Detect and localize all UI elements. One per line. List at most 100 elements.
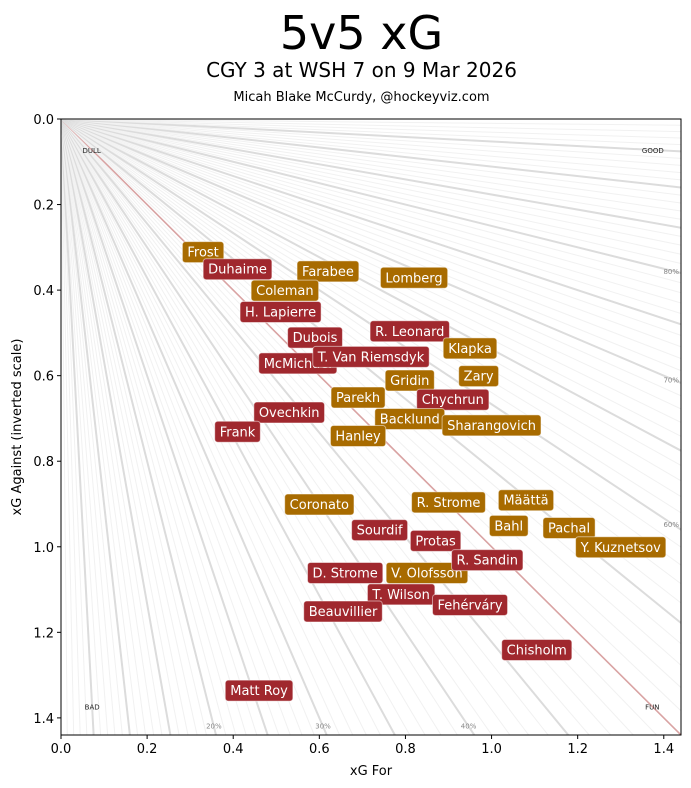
- x-tick-label: 0.2: [137, 742, 158, 757]
- player-label-box: [416, 388, 490, 411]
- player-label-box: [224, 679, 294, 702]
- share-ray: [61, 119, 681, 146]
- share-ray: [61, 119, 590, 735]
- share-ray: [61, 119, 681, 196]
- player-label: R. Leonard: [369, 320, 450, 343]
- player-name: Gridin: [390, 374, 429, 389]
- player-labels: Frost Duhaime Farabee Lomberg Coleman H. Lapi…: [181, 241, 667, 702]
- player-label-box: [409, 529, 462, 552]
- player-label: Dubois: [287, 326, 343, 349]
- player-label-box: [307, 561, 384, 584]
- share-ray: [61, 119, 139, 735]
- share-ray: [61, 119, 681, 220]
- share-ray: [61, 119, 681, 181]
- player-label-box: [379, 266, 449, 289]
- share-ray: [61, 119, 227, 735]
- share-ray: [61, 119, 207, 735]
- share-ray: [61, 119, 247, 735]
- x-tick-label: 0.6: [309, 742, 330, 757]
- share-ray: [61, 119, 681, 237]
- share-ray: [61, 119, 681, 264]
- player-name: Duhaime: [208, 263, 267, 278]
- player-label: R. Sandin: [451, 549, 524, 572]
- player-label: V. Olofsson: [385, 561, 469, 584]
- player-label-box: [312, 345, 430, 368]
- player-label: Hanley: [329, 425, 387, 448]
- player-label: Frank: [214, 420, 261, 443]
- player-label-box: [214, 420, 261, 443]
- player-label-box: [575, 536, 667, 559]
- player-label: Protas: [409, 529, 462, 552]
- share-ray: [61, 119, 681, 348]
- player-label: T. Van Riemsdyk: [312, 345, 430, 368]
- player-label: Frost: [181, 241, 225, 264]
- share-ray: [61, 119, 681, 410]
- share-ray: [61, 119, 549, 735]
- player-name: Frost: [187, 246, 218, 261]
- player-label: Sourdif: [351, 519, 409, 542]
- player-label-box: [202, 258, 273, 281]
- player-name: V. Olofsson: [391, 566, 463, 581]
- corner-label-bad: BAD: [85, 703, 100, 711]
- share-ray: [61, 119, 291, 735]
- x-tick-label: 0.8: [395, 742, 416, 757]
- player-label: Bahl: [488, 514, 529, 537]
- player-label: Duhaime: [202, 258, 273, 281]
- share-ray: [61, 119, 681, 284]
- player-label-box: [351, 519, 409, 542]
- player-name: D. Strome: [313, 566, 378, 581]
- share-ray: [61, 119, 147, 735]
- player-name: Pachal: [548, 522, 590, 537]
- share-ray: [61, 119, 681, 189]
- share-rays: DULL GOOD BAD FUN 20% 30% 40% 80% 70% 60%: [61, 119, 681, 735]
- plot-frame: [60, 118, 682, 736]
- share-ray: [61, 119, 681, 315]
- player-label-box: [329, 425, 387, 448]
- share-ray: [61, 119, 258, 735]
- share-ray: [61, 119, 681, 326]
- player-name: Parekh: [336, 391, 380, 406]
- share-ray: [61, 119, 681, 712]
- player-label: Määttä: [497, 489, 555, 512]
- share-ray: [61, 119, 280, 735]
- player-name: Backlund: [380, 412, 440, 427]
- share-ray: [61, 119, 681, 466]
- share-label: 80%: [663, 268, 679, 276]
- corner-label-good: GOOD: [642, 147, 664, 155]
- share-label: 60%: [663, 521, 679, 529]
- share-ray: [61, 119, 180, 735]
- player-name: Sharangovich: [447, 419, 536, 434]
- share-ray: [61, 119, 75, 735]
- share-ray: [61, 119, 95, 735]
- x-axis-label: xG For: [350, 764, 393, 779]
- player-name: Hanley: [335, 430, 381, 445]
- player-label-box: [458, 365, 500, 388]
- x-tick-label: 1.4: [653, 742, 674, 757]
- player-label: H. Lapierre: [239, 301, 322, 323]
- share-ray: [61, 119, 116, 735]
- share-ray: [61, 119, 511, 735]
- player-label: Fehérváry: [432, 594, 509, 617]
- y-tick-label: 0.6: [33, 370, 54, 385]
- player-label-box: [542, 517, 596, 540]
- player-label: D. Strome: [307, 561, 384, 584]
- share-label: 70%: [663, 376, 679, 384]
- y-axis-label: xG Against (inverted scale): [10, 339, 25, 516]
- share-ray: [61, 119, 131, 735]
- share-ray: [61, 119, 341, 735]
- share-ray: [61, 119, 681, 423]
- player-label-box: [411, 491, 486, 514]
- y-tick-label: 0.0: [33, 113, 54, 128]
- share-ray: [61, 119, 189, 735]
- share-label: 40%: [461, 723, 477, 731]
- share-ray: [61, 119, 68, 735]
- share-ray: [61, 119, 681, 174]
- player-name: R. Leonard: [375, 325, 444, 340]
- player-label-box: [369, 320, 450, 343]
- share-ray: [61, 119, 681, 294]
- player-label: Y. Kuznetsov: [575, 536, 667, 559]
- player-label: Sharangovich: [441, 414, 542, 437]
- player-name: Matt Roy: [230, 684, 288, 699]
- share-ray: [61, 119, 681, 159]
